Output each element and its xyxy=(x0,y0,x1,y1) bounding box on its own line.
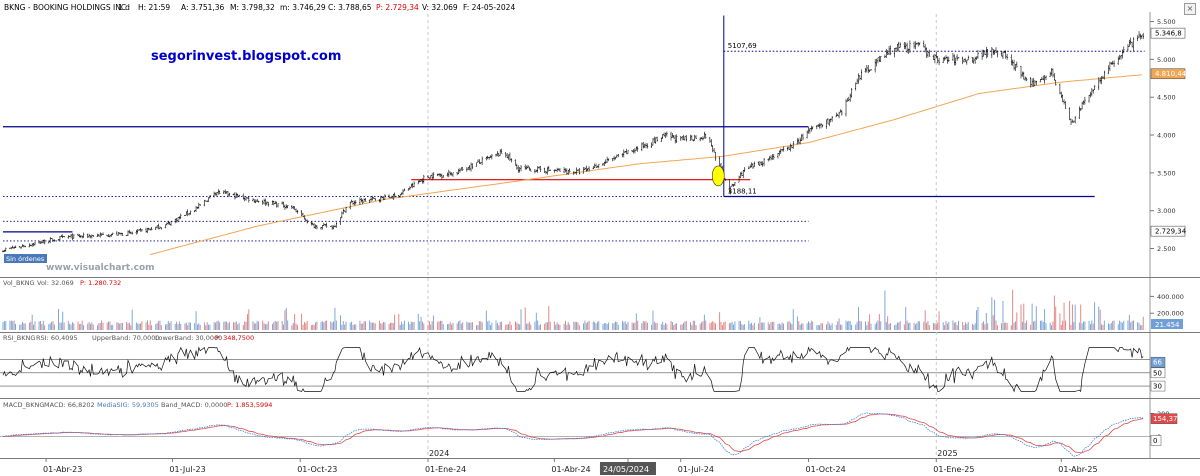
close-icon[interactable]: × xyxy=(1184,3,1196,15)
site-watermark: www.visualchart.com xyxy=(46,263,155,273)
price-tick-label: 4.500 xyxy=(1157,94,1176,102)
price-tick-label: 4.000 xyxy=(1157,132,1176,140)
header-interval: 1 d xyxy=(118,3,130,12)
orders-badge[interactable] xyxy=(4,254,47,263)
moving-average-line xyxy=(150,74,1142,256)
price-tag-label: 5.346,8 xyxy=(1155,30,1182,38)
macd-signal: MediaSIG: 59,9305 xyxy=(97,401,159,409)
macd-tag-box xyxy=(1150,413,1178,424)
macd-tag-box xyxy=(1150,435,1162,446)
header-date: F: 24-05-2024 xyxy=(463,3,515,12)
macd-panel[interactable]: MACD_BKNG MACD: 66,8202 MediaSIG: 59,930… xyxy=(0,401,1178,457)
macd-signal-line xyxy=(3,413,1144,454)
rsi-pointer: P: 348,7500 xyxy=(215,334,254,342)
volume-pointer: P: 1.280.732 xyxy=(80,279,121,287)
rsi-upper: UpperBand: 70,0000 xyxy=(92,334,160,342)
header-high: H: 21:59 xyxy=(138,3,170,12)
rsi-tag-box xyxy=(1150,380,1166,392)
volume-y-axis: 400.000 200.000 xyxy=(1150,293,1184,318)
rsi-value: RSI: 60,4095 xyxy=(36,334,78,342)
price-tag-label: 2.729,34 xyxy=(1155,228,1187,236)
macd-pointer: P: 1.853,5994 xyxy=(227,401,272,409)
volume-panel[interactable]: Vol_BKNG Vol: 32.069 P: 1.280.732 400.00… xyxy=(2,279,1184,330)
support-resistance-levels xyxy=(3,50,1145,242)
year-grid xyxy=(427,14,937,458)
price-candles xyxy=(2,31,1145,253)
volume-tick-label: 200.000 xyxy=(1157,310,1184,318)
rsi-tag-label: 50 xyxy=(1153,369,1162,377)
header-min: m: 3.746,29 xyxy=(280,3,326,12)
x-tick-label: 01-Ene-24 xyxy=(425,465,466,474)
price-tick-label: 5.500 xyxy=(1157,18,1176,26)
x-tick-label: 01-Oct-24 xyxy=(806,465,846,474)
x-tick-label: 01-Ene-25 xyxy=(933,465,974,474)
rsi-bands xyxy=(0,359,1150,387)
price-panel[interactable]: 5107,69 3188,11 5.500 5.000 4.500 4.000 3.50… xyxy=(2,15,1187,273)
macd-value: MACD: 66,8202 xyxy=(44,401,95,409)
price-tick-label: 3.000 xyxy=(1157,207,1176,215)
macd-tags: 154,37 0 xyxy=(1150,413,1178,446)
header-pointer: P: 2.729,34 xyxy=(376,3,419,12)
rsi-title: RSI_BKNG xyxy=(3,334,35,342)
price-tag-box xyxy=(1150,27,1186,39)
highlight-ellipse xyxy=(711,165,725,187)
selected-date-box xyxy=(599,462,656,475)
price-tick-label: 5.000 xyxy=(1157,56,1176,64)
rsi-tag-box xyxy=(1150,367,1166,379)
volume-tick-label: 400.000 xyxy=(1157,293,1184,301)
rsi-tags: 66 50 30 xyxy=(1150,356,1166,392)
header-max: M: 3.798,32 xyxy=(230,3,275,12)
x-tick-label: 01-Oct-23 xyxy=(297,465,337,474)
x-tick-label: 01-Jul-23 xyxy=(169,465,205,474)
rsi-tag-box xyxy=(1150,356,1166,368)
price-tag-label: 4.810,44 xyxy=(1155,70,1187,78)
rsi-panel[interactable]: RSI_BKNG RSI: 60,4095 UpperBand: 70,0000… xyxy=(0,334,1166,393)
year-labels: 2024 2025 xyxy=(429,449,958,458)
x-axis: 01-Abr-23 01-Jul-23 01-Oct-23 01-Ene-24 01-A… xyxy=(43,458,1098,475)
rsi-line xyxy=(2,346,1144,393)
x-tick-label: 01-Abr-23 xyxy=(43,465,82,474)
x-tick-label: 01-Abr-24 xyxy=(551,465,590,474)
macd-tag-label: 0 xyxy=(1153,437,1157,445)
volume-current-label: 21.454 xyxy=(1155,321,1180,329)
year-label: 2024 xyxy=(429,449,449,458)
volume-title: Vol_BKNG xyxy=(3,279,35,287)
header-close: C: 3.788,65 xyxy=(328,3,372,12)
blog-watermark: segorinvest.blogspot.com xyxy=(151,49,341,64)
price-tick-label: 2.500 xyxy=(1157,245,1176,253)
rsi-tag-label: 66 xyxy=(1153,359,1162,367)
rsi-tag-label: 30 xyxy=(1153,383,1162,391)
x-tick-label: 01-Jul-24 xyxy=(678,465,714,474)
year-label: 2025 xyxy=(937,449,957,458)
x-tick-label: 24/05/2024 xyxy=(603,465,649,474)
price-tag-box xyxy=(1150,68,1186,80)
annotation-upper: 5107,69 xyxy=(728,42,757,50)
macd-title: MACD_BKNG xyxy=(3,401,44,409)
annotation-lower: 3188,11 xyxy=(728,187,757,195)
rsi-lower: LowerBand: 30,0000 xyxy=(155,334,222,342)
header-volume: V: 32.069 xyxy=(422,3,458,12)
header-symbol: BKNG - BOOKING HOLDINGS INC xyxy=(4,3,126,12)
volume-current-tag xyxy=(1151,319,1183,329)
volume-bars xyxy=(2,289,1144,330)
price-y-axis: 5.500 5.000 4.500 4.000 3.500 3.000 2.500 xyxy=(1150,18,1176,253)
header-ask: A: 3.751,36 xyxy=(181,3,225,12)
price-tags: 5.346,8 4.810,44 2.729,34 xyxy=(1150,27,1187,237)
price-tag-box xyxy=(1150,225,1186,237)
orders-label: Sin órdenes xyxy=(6,255,45,263)
macd-line xyxy=(2,412,1144,457)
price-tick-label: 3.500 xyxy=(1157,169,1176,177)
macd-band: Band_MACD: 0,0000 xyxy=(161,401,227,409)
x-tick-label: 01-Abr-25 xyxy=(1058,465,1097,474)
chart-header: BKNG - BOOKING HOLDINGS INC 1 d H: 21:59… xyxy=(4,3,515,12)
volume-value: Vol: 32.069 xyxy=(37,279,74,287)
macd-tag-label: 154,37 xyxy=(1153,415,1178,423)
